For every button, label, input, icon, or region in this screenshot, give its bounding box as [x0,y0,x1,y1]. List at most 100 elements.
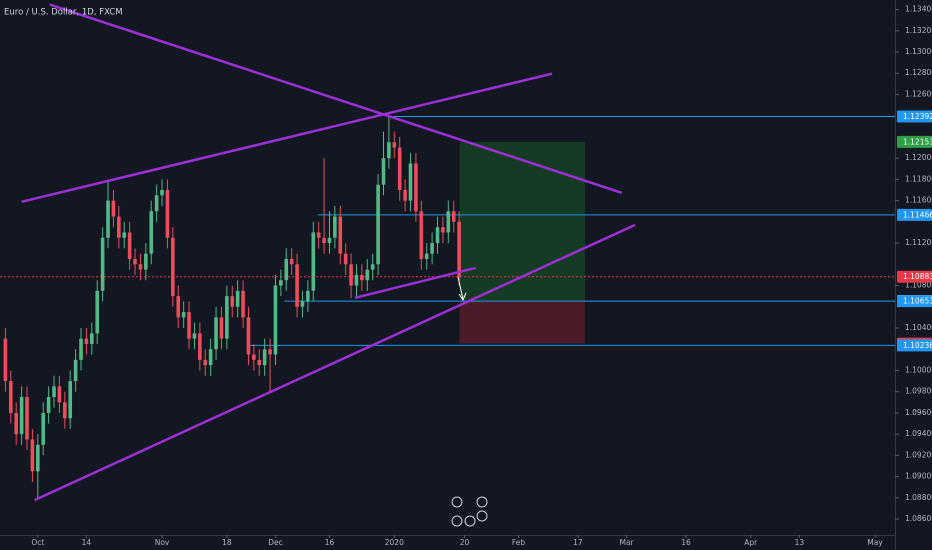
candle-body [435,227,440,244]
candle-body [187,312,191,339]
x-tick-label: Apr [744,538,758,547]
candle-body [360,274,364,281]
candle-body [144,253,148,270]
candle-body [57,386,62,403]
x-tick-label: 14 [82,538,92,547]
candle-body [122,232,127,238]
candle-body [419,211,424,260]
candle-body [424,253,429,260]
candle-body [208,349,213,366]
y-tick-label: 1.10000 [905,365,932,374]
candle-body [138,264,143,270]
trend-line [49,3,623,194]
candle-body [46,397,51,413]
candle-body [349,264,353,286]
candle-body [52,386,56,398]
y-tick-label: 1.08600 [905,514,932,523]
candle-body [3,338,8,382]
candle-body [370,264,375,270]
candle-body [273,285,278,355]
candle-body [41,412,46,445]
candle-body [289,259,294,265]
price-tag-label: 1.10883 [903,272,932,281]
price-tag [897,135,932,148]
y-tick-label: 1.09400 [905,429,932,438]
price-tag [897,339,932,352]
candle-body [181,312,186,318]
x-tick-label: 18 [222,538,232,547]
candle-body [19,397,24,435]
candle-body [257,359,262,366]
x-tick-label: May [867,538,883,547]
candle-body [408,163,413,201]
candle-body [376,184,380,265]
icon [451,496,463,508]
candle-body [117,216,121,238]
arrow-head [458,292,467,302]
candle-body [198,333,202,360]
candle-body [338,216,343,254]
candle-body [68,381,73,419]
x-tick-label: 13 [795,538,805,547]
chart-title: Euro / U.S. Dollar, 1D, FXCM [4,8,123,18]
arrow [457,276,467,302]
candle-body [392,142,397,148]
y-tick-label: 1.11600 [905,196,932,205]
candle-body [106,200,110,238]
candle-body [133,259,137,265]
y-tick-label: 1.11200 [905,238,932,247]
y-tick-label: 1.12800 [905,68,932,77]
price-tag [897,208,932,221]
price-tag-label: 1.10236 [903,341,932,350]
candle-body [30,439,35,472]
candle-body [403,190,407,201]
y-tick-label: 1.11800 [905,174,932,183]
candle-body [9,381,13,413]
candle-body [100,237,105,291]
x-tick-label: Nov [155,538,170,547]
candle-body [300,301,305,307]
candle-body [414,163,418,212]
trend-line [21,72,553,204]
candle-body [235,290,240,307]
candle-body [365,269,370,281]
candle-body [343,253,348,265]
x-tick-label: Oct [31,538,44,547]
trend-line [34,223,636,502]
candle-body [354,274,359,286]
price-tag [897,110,932,123]
trend-line [354,266,477,300]
y-tick-label: 1.13400 [905,5,932,14]
y-tick-label: 1.12000 [905,153,932,162]
x-tick-label: 16 [681,538,691,547]
price-tag-label: 1.10653 [903,297,932,306]
price-tag-label: 1.12392 [903,112,932,121]
x-tick-label: Dec [268,538,283,547]
x-tick-label: 20 [460,538,470,547]
candle-body [79,338,83,360]
candle-body [457,221,461,278]
candle-body [225,296,229,339]
candle-body [230,296,235,307]
candle-body [149,211,154,254]
candle-body [306,290,310,302]
candle-body [268,349,272,355]
candle-body [387,142,391,159]
candle-body [333,216,337,238]
x-tick-label: 17 [573,538,583,547]
price-tag [897,295,932,308]
icon [476,496,488,508]
candle-body [381,158,386,185]
candle-body [160,190,164,196]
y-tick-label: 1.09200 [905,450,932,459]
x-tick-label: 16 [325,538,335,547]
x-tick-label: Mar [619,538,634,547]
candle-body [219,317,224,339]
candle-body [84,338,89,344]
candle-body [25,397,29,440]
candle-body [284,259,289,281]
candle-body [322,237,326,244]
candle-body [111,200,116,217]
